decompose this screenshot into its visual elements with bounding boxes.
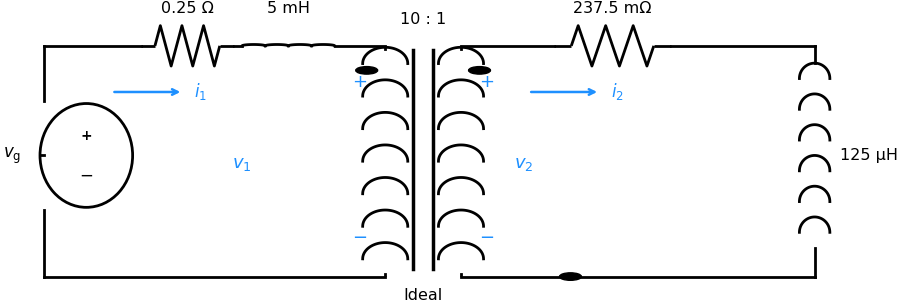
- Text: 5 mH: 5 mH: [267, 1, 310, 16]
- Text: 0.25 Ω: 0.25 Ω: [161, 1, 214, 16]
- Text: 10 : 1: 10 : 1: [400, 13, 446, 27]
- Text: +: +: [80, 129, 92, 143]
- Text: −: −: [353, 229, 367, 247]
- Text: Ideal: Ideal: [403, 288, 443, 303]
- Text: $i_1$: $i_1$: [194, 81, 207, 102]
- Text: +: +: [353, 73, 367, 91]
- Text: +: +: [479, 73, 494, 91]
- Circle shape: [356, 66, 378, 74]
- Text: −: −: [479, 229, 494, 247]
- Text: 237.5 mΩ: 237.5 mΩ: [573, 1, 652, 16]
- Text: $v_2$: $v_2$: [515, 155, 534, 173]
- Text: −: −: [79, 166, 94, 184]
- Circle shape: [469, 66, 491, 74]
- Text: $v_{\rm g}$: $v_{\rm g}$: [3, 145, 22, 166]
- Text: $i_2$: $i_2$: [611, 81, 624, 102]
- Circle shape: [560, 273, 581, 280]
- Text: $v_1$: $v_1$: [232, 155, 252, 173]
- Text: 125 μH: 125 μH: [840, 148, 898, 163]
